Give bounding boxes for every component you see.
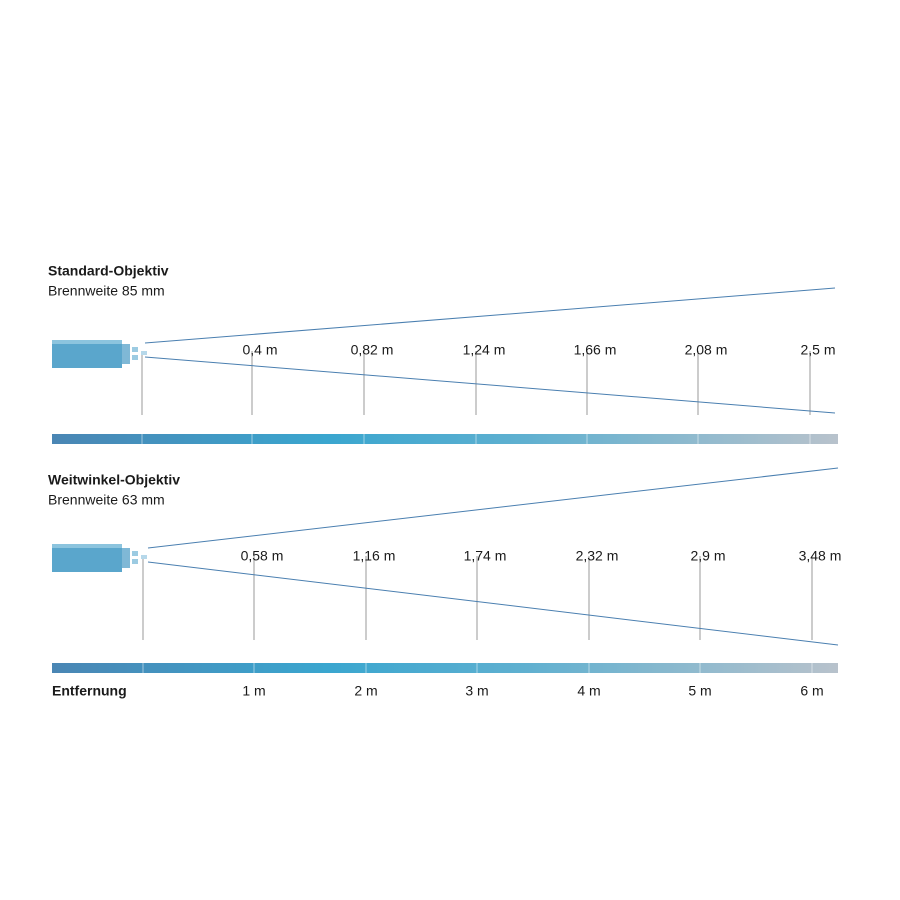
distance-label: 3 m — [465, 683, 488, 699]
beam-edge — [144, 287, 836, 344]
axis-title: Entfernung — [52, 683, 127, 699]
projector-top — [52, 340, 122, 344]
width-label: 1,16 m — [353, 548, 396, 564]
projector — [52, 544, 122, 572]
projector-lens — [141, 555, 147, 559]
width-label: 0,4 m — [242, 342, 277, 358]
panel-subtitle: Brennweite 85 mm — [48, 283, 165, 299]
panel-title: Weitwinkel-Objektiv — [48, 472, 180, 488]
distance-label: 2 m — [354, 683, 377, 699]
panel-title: Standard-Objektiv — [48, 263, 169, 279]
projector-lens — [132, 559, 138, 564]
width-label: 0,82 m — [351, 342, 394, 358]
width-label: 1,74 m — [464, 548, 507, 564]
beam-edge — [144, 356, 836, 414]
beam-edge — [147, 467, 839, 549]
distance-label: 4 m — [577, 683, 600, 699]
projector-lens — [122, 548, 130, 568]
projector-lens — [132, 551, 138, 556]
width-label: 3,48 m — [799, 548, 842, 564]
width-label: 2,08 m — [685, 342, 728, 358]
projector — [52, 340, 122, 368]
distance-bar — [52, 434, 838, 444]
beam-edge — [147, 561, 839, 646]
panel-subtitle: Brennweite 63 mm — [48, 492, 165, 508]
width-label: 0,58 m — [241, 548, 284, 564]
width-label: 2,9 m — [690, 548, 725, 564]
width-label: 1,66 m — [574, 342, 617, 358]
distance-label: 1 m — [242, 683, 265, 699]
width-label: 2,32 m — [576, 548, 619, 564]
width-label: 2,5 m — [800, 342, 835, 358]
projector-lens — [132, 347, 138, 352]
distance-label: 5 m — [688, 683, 711, 699]
projector-lens — [141, 351, 147, 355]
projector-lens — [122, 344, 130, 364]
width-label: 1,24 m — [463, 342, 506, 358]
projector-top — [52, 544, 122, 548]
distance-label: 6 m — [800, 683, 823, 699]
distance-bar — [52, 663, 838, 673]
projector-lens — [132, 355, 138, 360]
